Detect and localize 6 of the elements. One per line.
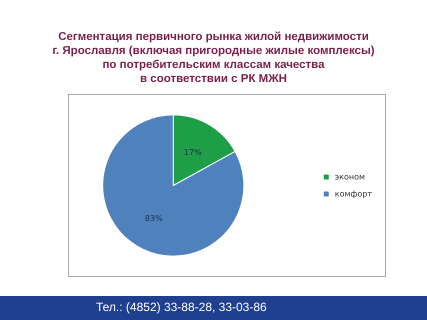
text: Тел.: (4852) 33-88-28, 33-03-86 xyxy=(96,300,267,314)
data-label: 17% xyxy=(184,148,202,158)
legend-label: эконом xyxy=(334,172,366,182)
chart-title: Сегментация первичного рынка жилой недвижимости г. Ярославля (включая пригородные жилые комплексы) по потребительским классам качества в соответствии с РК МЖН xyxy=(51,30,376,86)
legend-label: комфорт xyxy=(334,190,372,198)
data-label: 83% xyxy=(144,214,164,223)
